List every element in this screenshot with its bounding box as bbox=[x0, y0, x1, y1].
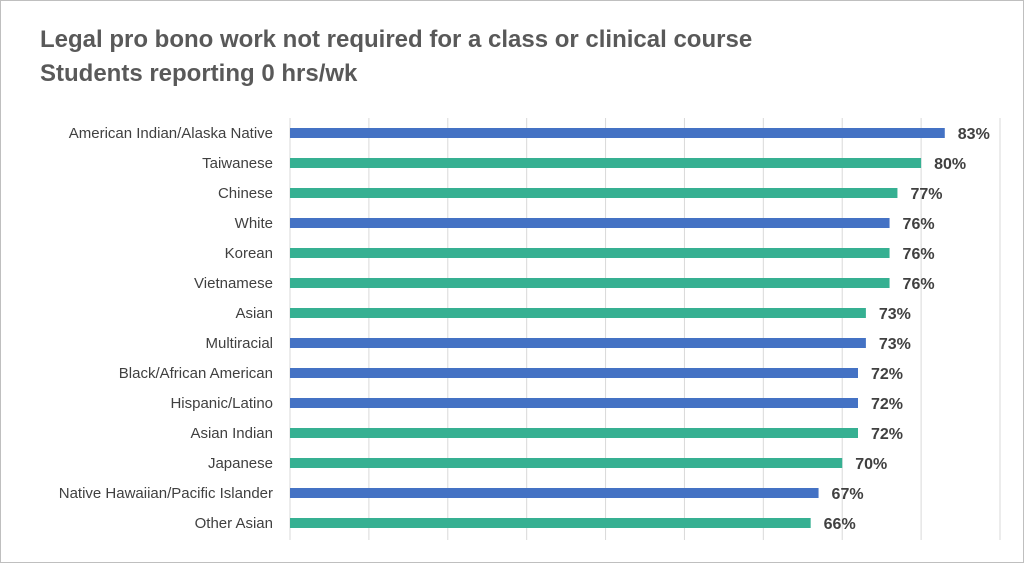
category-label: Native Hawaiian/Pacific Islander bbox=[59, 485, 273, 502]
category-label: Hispanic/Latino bbox=[170, 395, 273, 412]
chart-title: Legal pro bono work not required for a c… bbox=[40, 26, 753, 53]
data-label: 76% bbox=[903, 216, 935, 233]
bar bbox=[290, 308, 866, 318]
data-label: 73% bbox=[879, 336, 911, 353]
category-label: White bbox=[235, 215, 273, 232]
data-label: 72% bbox=[871, 426, 903, 443]
category-labels: American Indian/Alaska Native Taiwanese Ch… bbox=[59, 125, 273, 532]
category-label: Black/African American bbox=[119, 365, 273, 382]
data-label: 80% bbox=[934, 156, 966, 173]
data-label: 76% bbox=[903, 276, 935, 293]
value-labels: 83% 80% 77% 76% 76% 76% 73% 73% 72% 72% 72% 70% 67% 6… bbox=[824, 126, 990, 533]
data-label: 72% bbox=[871, 396, 903, 413]
bar bbox=[290, 338, 866, 348]
bar bbox=[290, 458, 843, 468]
bar bbox=[290, 218, 890, 228]
bar bbox=[290, 428, 858, 438]
category-label: Korean bbox=[225, 245, 273, 262]
bar bbox=[290, 188, 898, 198]
data-label: 76% bbox=[903, 246, 935, 263]
category-label: Japanese bbox=[208, 455, 273, 472]
bar bbox=[290, 128, 945, 138]
category-label: Other Asian bbox=[195, 515, 273, 532]
bar bbox=[290, 368, 858, 378]
bar bbox=[290, 398, 858, 408]
category-label: Asian Indian bbox=[190, 425, 273, 442]
data-label: 83% bbox=[958, 126, 990, 143]
category-label: Taiwanese bbox=[202, 155, 273, 172]
chart-subtitle: Students reporting 0 hrs/wk bbox=[40, 60, 358, 87]
bar bbox=[290, 518, 811, 528]
category-label: Chinese bbox=[218, 185, 273, 202]
data-label: 77% bbox=[910, 186, 942, 203]
bar bbox=[290, 278, 890, 288]
bars bbox=[290, 128, 945, 528]
data-label: 73% bbox=[879, 306, 911, 323]
data-label: 70% bbox=[855, 456, 887, 473]
category-label: Asian bbox=[235, 305, 273, 322]
data-label: 67% bbox=[832, 486, 864, 503]
category-label: American Indian/Alaska Native bbox=[69, 125, 273, 142]
data-label: 72% bbox=[871, 366, 903, 383]
category-label: Multiracial bbox=[205, 335, 273, 352]
category-label: Vietnamese bbox=[194, 275, 273, 292]
data-label: 66% bbox=[824, 516, 856, 533]
bar bbox=[290, 248, 890, 258]
bar bbox=[290, 158, 922, 168]
bar bbox=[290, 488, 819, 498]
gridlines bbox=[289, 118, 1001, 540]
